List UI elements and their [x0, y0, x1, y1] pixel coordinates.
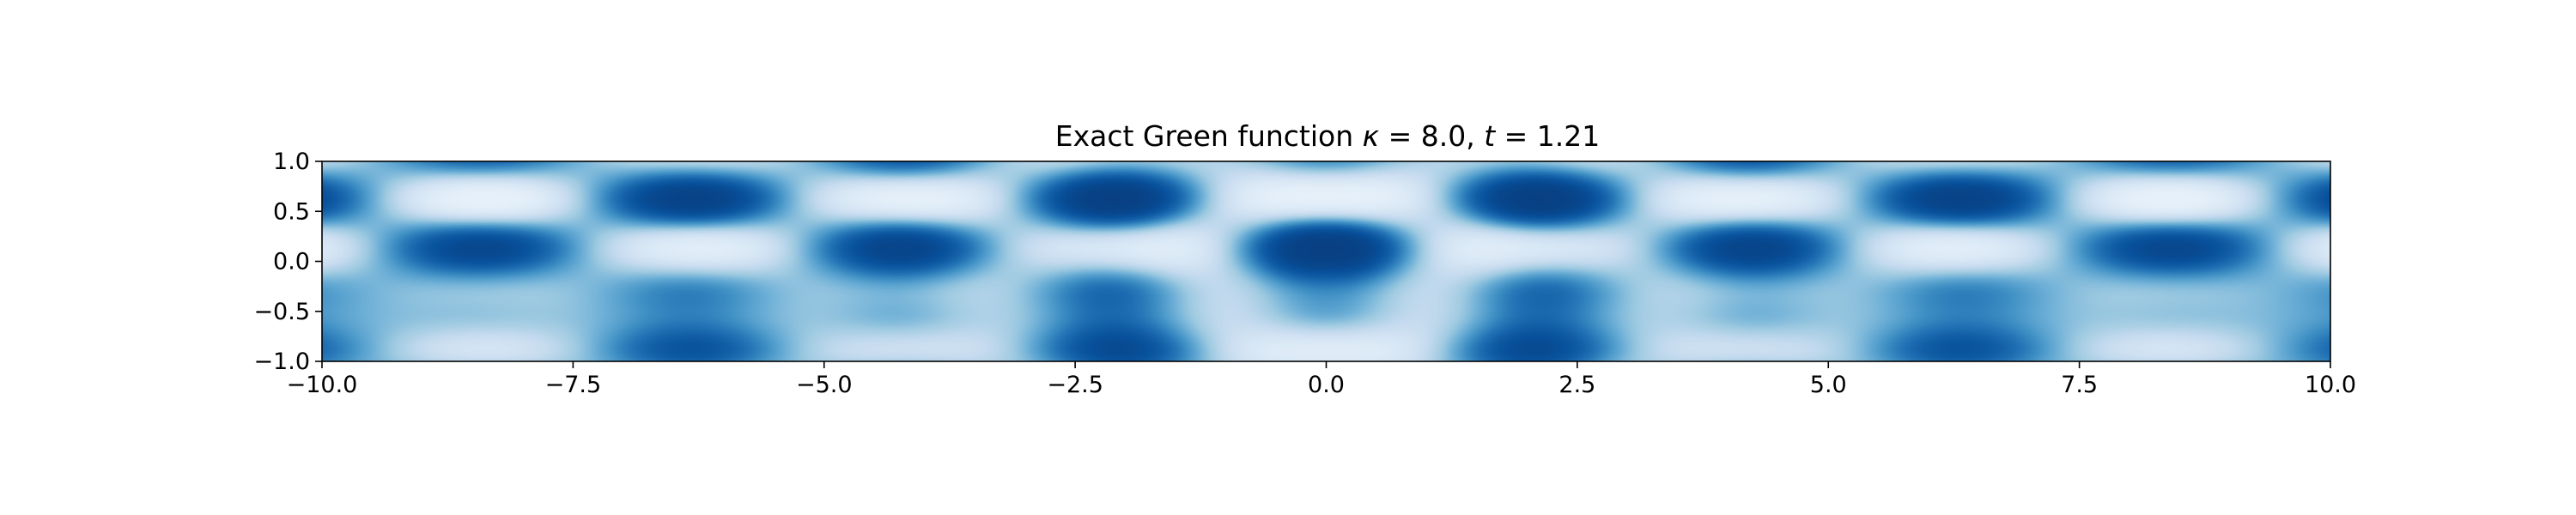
title-kappa-value: = 8.0,: [1379, 119, 1484, 153]
y-tick-label: 1.0: [273, 148, 310, 175]
chart-title: Exact Green function κ = 8.0, t = 1.21: [1055, 119, 1601, 153]
x-tick-label: −5.0: [796, 372, 853, 398]
x-tick-label: 5.0: [1810, 372, 1847, 398]
x-axis: −10.0 −7.5 −5.0 −2.5 0.0 2.5 5.0 7.5 10.0: [287, 361, 2356, 398]
title-t-symbol: t: [1484, 119, 1496, 153]
x-tick-label: 0.0: [1308, 372, 1345, 398]
heatmap-area: [322, 161, 2330, 361]
x-tick-label: −10.0: [287, 372, 358, 398]
y-tick-label: −1.0: [253, 348, 310, 375]
x-tick-label: −7.5: [545, 372, 602, 398]
title-kappa-symbol: κ: [1363, 119, 1380, 153]
x-tick-label: 7.5: [2061, 372, 2098, 398]
y-tick-label: −0.5: [253, 299, 310, 325]
y-tick-label: 0.5: [273, 198, 310, 225]
title-t-value: = 1.21: [1495, 119, 1600, 153]
y-axis: 1.0 0.5 0.0 −0.5 −1.0: [253, 148, 322, 375]
y-tick-label: 0.0: [273, 249, 310, 276]
title-lead: Exact Green function: [1055, 119, 1363, 153]
x-tick-label: 2.5: [1558, 372, 1595, 398]
x-tick-label: −2.5: [1047, 372, 1103, 398]
heatmap-image: [322, 161, 2330, 361]
x-tick-label: 10.0: [2305, 372, 2356, 398]
